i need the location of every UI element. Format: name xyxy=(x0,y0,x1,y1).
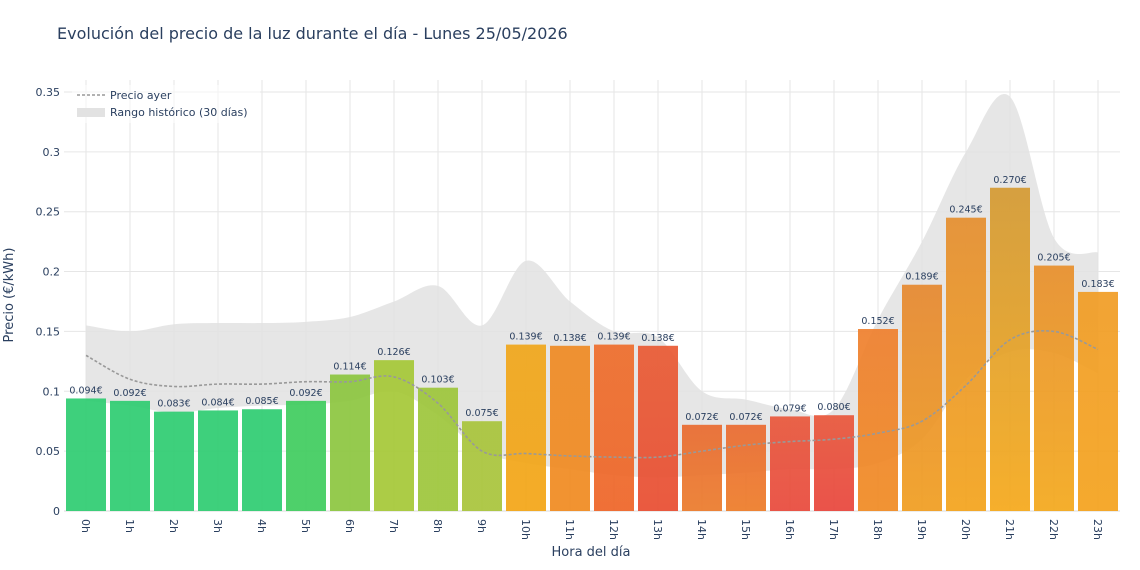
x-tick-9h: 9h xyxy=(475,519,488,533)
bar-3h[interactable] xyxy=(198,410,238,511)
bar-15h[interactable] xyxy=(726,424,766,511)
bar-14h[interactable] xyxy=(682,424,722,511)
bar-label-16h: 0.079€ xyxy=(773,403,806,414)
y-tick-label: 0.15 xyxy=(36,325,61,338)
bar-label-11h: 0.138€ xyxy=(553,333,586,344)
legend-previous-label: Precio ayer xyxy=(110,89,172,102)
x-tick-6h: 6h xyxy=(343,519,356,533)
bar-label-19h: 0.189€ xyxy=(905,272,938,283)
bar-label-3h: 0.084€ xyxy=(201,397,234,408)
bar-label-20h: 0.245€ xyxy=(949,205,982,216)
x-tick-20h: 20h xyxy=(959,519,972,540)
y-tick-label: 0.25 xyxy=(36,206,61,219)
x-tick-7h: 7h xyxy=(387,519,400,533)
x-tick-23h: 23h xyxy=(1091,519,1104,540)
legend-range-label: Rango histórico (30 días) xyxy=(110,106,248,119)
bar-20h[interactable] xyxy=(946,217,986,512)
legend: Precio ayer Rango histórico (30 días) xyxy=(72,85,260,123)
bar-0h[interactable] xyxy=(66,398,106,511)
x-tick-0h: 0h xyxy=(79,519,92,533)
x-tick-14h: 14h xyxy=(695,519,708,540)
bar-label-2h: 0.083€ xyxy=(157,399,190,410)
bar-13h[interactable] xyxy=(638,345,678,511)
bar-label-1h: 0.092€ xyxy=(113,388,146,399)
bar-label-6h: 0.114€ xyxy=(333,362,366,373)
bar-6h[interactable] xyxy=(330,374,370,511)
y-ticks: 0 0.05 0.1 0.15 0.2 0.25 0.3 0.35 xyxy=(36,86,61,518)
x-tick-11h: 11h xyxy=(563,519,576,540)
bars xyxy=(66,187,1118,512)
bar-label-23h: 0.183€ xyxy=(1081,279,1114,290)
bar-19h[interactable] xyxy=(902,284,942,511)
y-tick-label: 0.3 xyxy=(43,146,61,159)
bar-label-10h: 0.139€ xyxy=(509,332,542,343)
x-tick-22h: 22h xyxy=(1047,519,1060,540)
bar-2h[interactable] xyxy=(154,411,194,511)
bar-label-7h: 0.126€ xyxy=(377,347,410,358)
legend-range-symbol xyxy=(77,108,105,117)
bar-18h[interactable] xyxy=(858,329,898,511)
bar-5h[interactable] xyxy=(286,400,326,511)
bar-9h[interactable] xyxy=(462,421,502,511)
x-tick-19h: 19h xyxy=(915,519,928,540)
x-tick-15h: 15h xyxy=(739,519,752,540)
x-tick-3h: 3h xyxy=(211,519,224,533)
y-tick-label: 0 xyxy=(53,505,60,518)
bar-label-5h: 0.092€ xyxy=(289,388,322,399)
x-tick-4h: 4h xyxy=(255,519,268,533)
bar-label-21h: 0.270€ xyxy=(993,175,1026,186)
x-tick-8h: 8h xyxy=(431,519,444,533)
x-axis-title: Hora del día xyxy=(552,545,631,560)
bar-22h[interactable] xyxy=(1034,265,1074,511)
bar-label-22h: 0.205€ xyxy=(1037,253,1070,264)
y-tick-label: 0.1 xyxy=(43,385,61,398)
x-tick-13h: 13h xyxy=(651,519,664,540)
bar-label-14h: 0.072€ xyxy=(685,412,718,423)
bar-label-15h: 0.072€ xyxy=(729,412,762,423)
bar-label-8h: 0.103€ xyxy=(421,375,454,386)
x-tick-2h: 2h xyxy=(167,519,180,533)
bar-12h[interactable] xyxy=(594,344,634,511)
y-tick-label: 0.35 xyxy=(36,86,61,99)
x-tick-1h: 1h xyxy=(123,519,136,533)
bar-label-9h: 0.075€ xyxy=(465,408,498,419)
bar-23h[interactable] xyxy=(1078,291,1118,511)
x-tick-21h: 21h xyxy=(1003,519,1016,540)
bar-21h[interactable] xyxy=(990,187,1030,511)
bar-17h[interactable] xyxy=(814,415,854,511)
x-ticks: 0h 1h 2h 3h 4h 5h 6h 7h 8h 9h 10h 11h 12h 13h 14h 15h 16… xyxy=(79,519,1104,540)
bar-label-18h: 0.152€ xyxy=(861,316,894,327)
bar-label-17h: 0.080€ xyxy=(817,402,850,413)
y-tick-label: 0.05 xyxy=(36,445,61,458)
y-axis-title: Precio (€/kWh) xyxy=(2,248,17,343)
bar-1h[interactable] xyxy=(110,400,150,511)
x-tick-10h: 10h xyxy=(519,519,532,540)
bar-8h[interactable] xyxy=(418,387,458,511)
x-tick-12h: 12h xyxy=(607,519,620,540)
bar-label-13h: 0.138€ xyxy=(641,333,674,344)
x-tick-17h: 17h xyxy=(827,519,840,540)
previous-day-series xyxy=(85,329,1099,459)
bar-label-12h: 0.139€ xyxy=(597,332,630,343)
x-tick-18h: 18h xyxy=(871,519,884,540)
bar-16h[interactable] xyxy=(770,416,810,511)
bar-7h[interactable] xyxy=(374,360,414,511)
bar-4h[interactable] xyxy=(242,409,282,511)
bar-label-0h: 0.094€ xyxy=(69,385,102,396)
x-tick-5h: 5h xyxy=(299,519,312,533)
previous-day-line xyxy=(85,329,1099,459)
x-tick-16h: 16h xyxy=(783,519,796,540)
y-tick-label: 0.2 xyxy=(43,266,61,279)
bar-10h[interactable] xyxy=(506,344,546,511)
bar-label-4h: 0.085€ xyxy=(245,396,278,407)
chart-title: Evolución del precio de la luz durante e… xyxy=(57,24,568,43)
bar-value-labels: 0.094€ 0.092€ 0.083€ 0.084€ 0.085€ 0.092€ 0.11… xyxy=(69,175,1114,423)
bar-11h[interactable] xyxy=(550,345,590,511)
